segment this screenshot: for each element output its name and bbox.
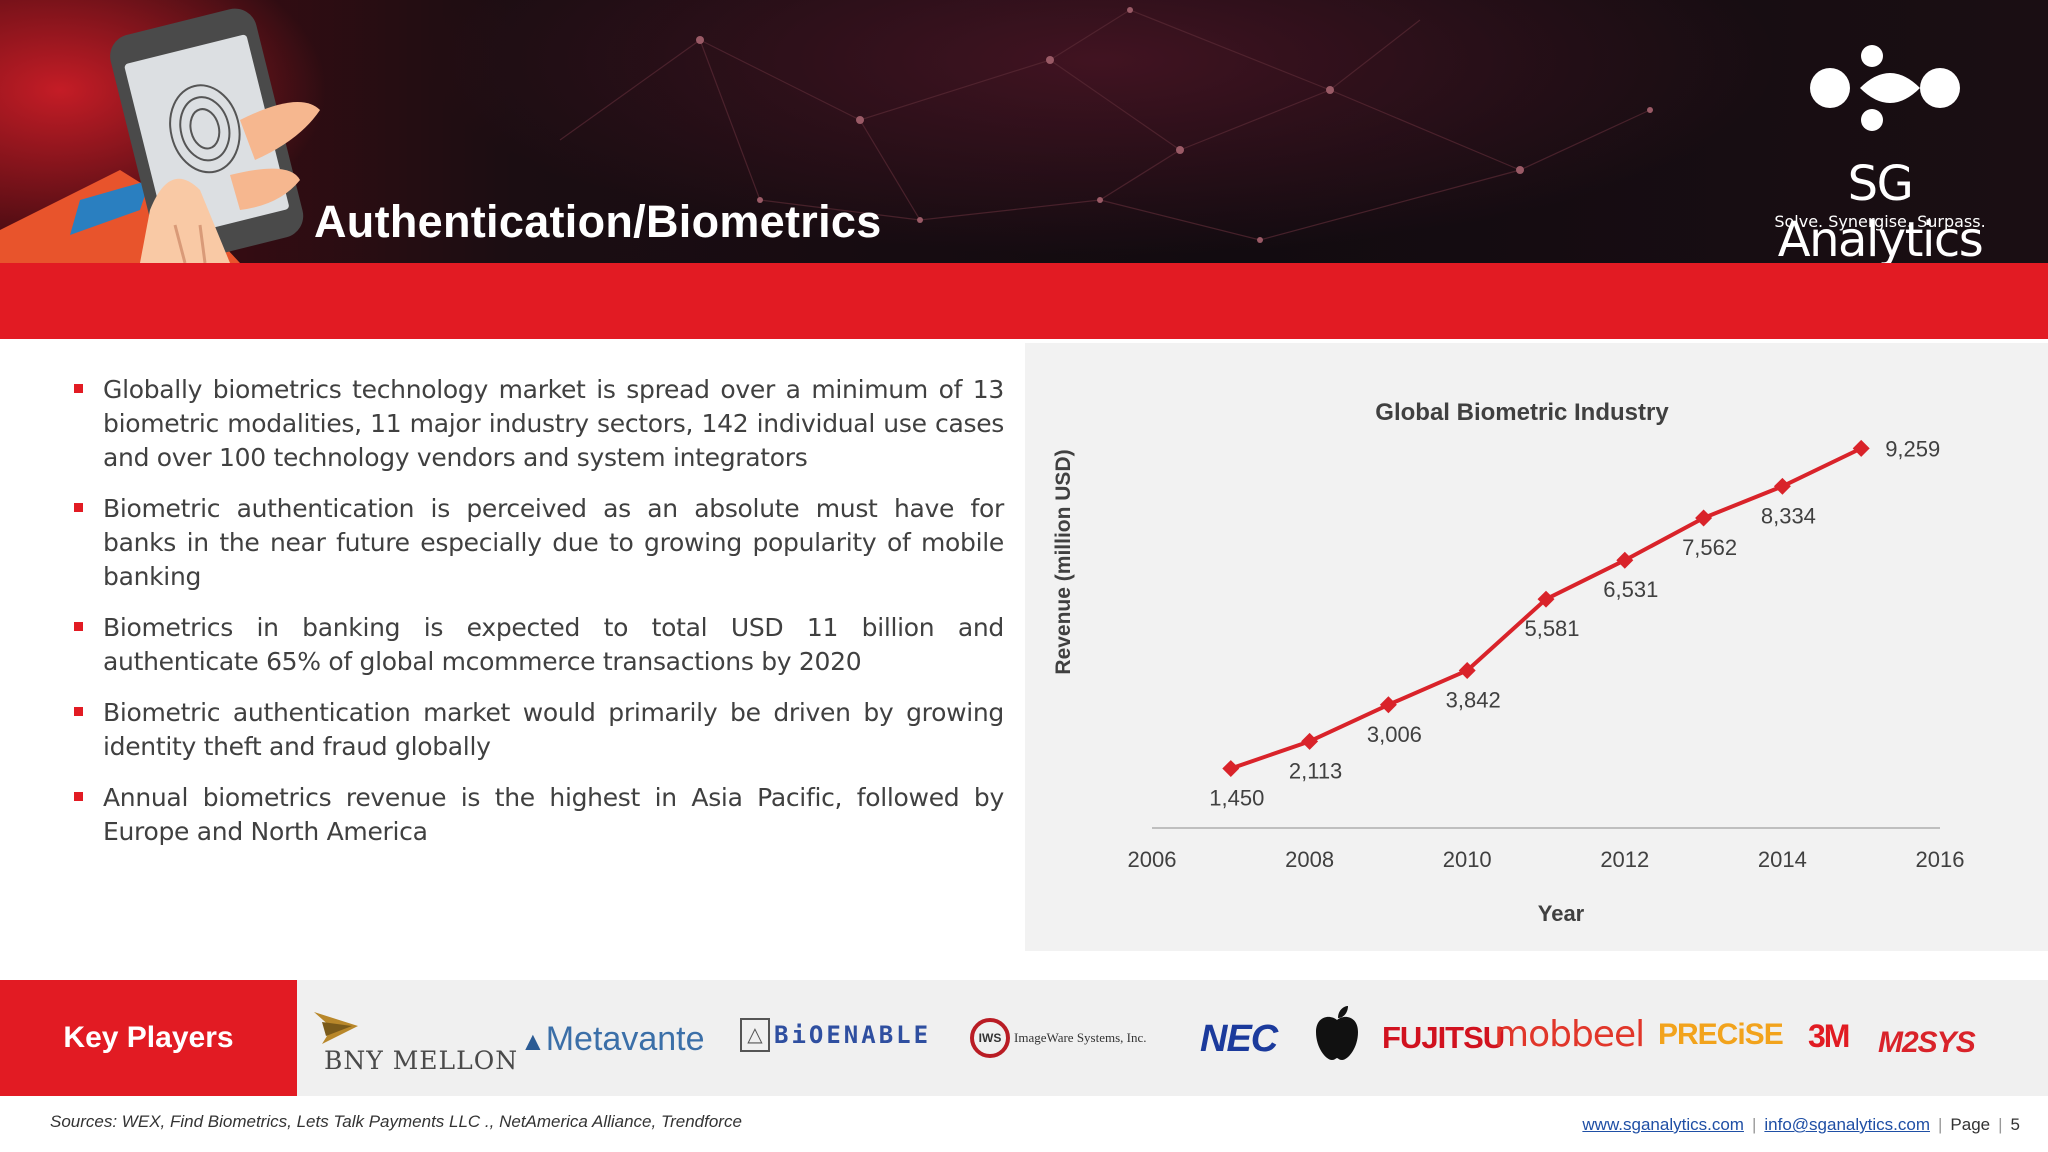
x-tick-label: 2008 [1285, 847, 1334, 872]
brand-name: SG Analytics [1777, 156, 1984, 263]
page-label: Page [1950, 1115, 1991, 1134]
data-point-marker [1458, 661, 1476, 679]
x-tick-label: 2014 [1758, 847, 1807, 872]
mobbeel-logo: mobbeel [1494, 1014, 1645, 1055]
bioenable-logo: △ BiOENABLE [740, 1018, 931, 1052]
chart-title: Global Biometric Industry [1375, 399, 1669, 426]
brand-tagline: Solve. Synergise. Surpass. [1774, 212, 1986, 231]
data-point-marker [1695, 509, 1713, 527]
data-point-marker [1773, 477, 1791, 495]
bullet-marker-icon [74, 707, 83, 716]
revenue-line-chart: Global Biometric Industry Revenue (milli… [1052, 399, 1965, 926]
bullet-item: Biometric authentication is perceived as… [72, 492, 1004, 594]
chart-ylabel: Revenue (million USD) [1052, 449, 1075, 674]
x-tick-labels: 2006 2008 2010 2012 2014 2016 [1128, 847, 1965, 872]
nec-logo: NEC [1200, 1018, 1278, 1060]
fujitsu-logo: FUJITSU [1382, 1020, 1505, 1055]
sg-analytics-logo-icon [1810, 45, 1960, 131]
bullet-item: Globally biometrics technology market is… [72, 373, 1004, 475]
header-red-band [0, 263, 2048, 339]
apple-icon [1316, 1006, 1358, 1060]
data-label: 3,842 [1446, 687, 1501, 712]
data-label: 5,581 [1524, 616, 1579, 641]
bullet-marker-icon [74, 792, 83, 801]
series-layer: 1,450 2,113 3,006 3,842 5,581 6,531 7,562 8,334… [1209, 436, 1940, 810]
bullet-marker-icon [74, 503, 83, 512]
chart-xlabel: Year [1538, 901, 1585, 926]
website-link[interactable]: www.sganalytics.com [1582, 1115, 1744, 1134]
data-label: 8,334 [1761, 503, 1816, 528]
data-label: 1,450 [1209, 786, 1264, 811]
chart-panel: Global Biometric Industry Revenue (milli… [1025, 343, 2048, 951]
footer-links: www.sganalytics.com | info@sganalytics.com… [1582, 1115, 2020, 1134]
x-tick-label: 2016 [1916, 847, 1965, 872]
x-tick-label: 2010 [1443, 847, 1492, 872]
m2sys-logo: M2SYS [1878, 1026, 1976, 1059]
apple-logo [1312, 1004, 1362, 1067]
data-label: 2,113 [1289, 758, 1342, 783]
imageware-icon: IWS [970, 1018, 1010, 1058]
phone-hand-illustration [0, 8, 320, 263]
data-label: 3,006 [1367, 722, 1422, 747]
bullet-item: Biometric authentication market would pr… [72, 696, 1004, 764]
key-players-strip [0, 980, 2048, 1096]
data-point-marker [1616, 551, 1634, 569]
data-point-marker [1852, 439, 1870, 457]
network-background [559, 7, 1653, 243]
precise-logo: PRECiSE [1658, 1018, 1784, 1051]
data-label: 7,562 [1682, 535, 1737, 560]
3m-logo: 3M [1808, 1018, 1850, 1054]
bullet-list: Globally biometrics technology market is… [72, 373, 1004, 866]
bullet-marker-icon [74, 384, 83, 393]
page-title: Authentication/Biometrics [314, 196, 882, 247]
key-players-label: Key Players [0, 980, 297, 1096]
data-label: 6,531 [1603, 577, 1658, 602]
x-tick-label: 2006 [1128, 847, 1177, 872]
page-number: 5 [2010, 1115, 2020, 1134]
email-link[interactable]: info@sganalytics.com [1764, 1115, 1930, 1134]
data-label: 9,259 [1885, 436, 1940, 461]
imageware-logo: IWS ImageWare Systems, Inc. [970, 1018, 1147, 1058]
bioenable-icon: △ [740, 1018, 770, 1052]
bullet-item: Biometrics in banking is expected to tot… [72, 611, 1004, 679]
metavante-icon: ▲ [520, 1026, 546, 1056]
data-point-marker [1301, 732, 1319, 750]
sources-note: Sources: WEX, Find Biometrics, Lets Talk… [50, 1112, 742, 1131]
header-banner: Authentication/Biometrics SG Analytics S… [0, 0, 2048, 263]
metavante-logo: ▲Metavante [520, 1020, 705, 1058]
bny-mellon-icon [314, 1012, 358, 1044]
data-point-marker [1222, 760, 1240, 778]
x-tick-label: 2012 [1600, 847, 1649, 872]
bullet-marker-icon [74, 622, 83, 631]
data-point-marker [1379, 696, 1397, 714]
series-line [1230, 446, 1863, 771]
bullet-item: Annual biometrics revenue is the highest… [72, 781, 1004, 849]
